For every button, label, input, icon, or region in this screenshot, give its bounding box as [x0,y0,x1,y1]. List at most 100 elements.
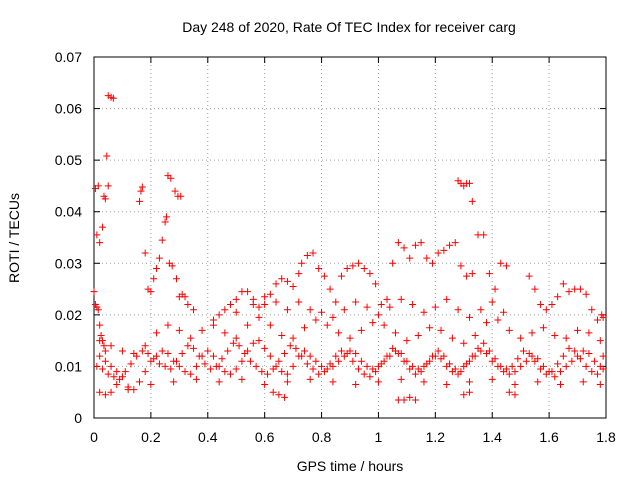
data-point [187,370,195,378]
data-point [175,362,183,370]
data-point [517,362,525,370]
data-point [172,275,180,283]
data-point [542,306,550,314]
data-point [423,254,431,262]
data-point [582,290,590,298]
x-tick-label: 0.2 [141,429,161,445]
data-point [272,298,280,306]
data-point [207,365,215,373]
data-point [281,393,289,401]
data-point [485,347,493,355]
data-point [571,347,579,355]
data-point [255,313,263,321]
data-point [374,378,382,386]
data-point [221,329,229,337]
data-point [428,259,436,267]
data-point [113,380,121,388]
data-point [343,264,351,272]
grid-lines [94,57,606,418]
data-point [443,380,451,388]
data-point [221,306,229,314]
data-point [417,239,425,247]
data-point [283,277,291,285]
data-point [593,316,601,324]
data-point [158,236,166,244]
data-point [465,179,473,187]
data-point [537,365,545,373]
data-point [511,391,519,399]
data-point [104,370,112,378]
data-point [377,360,385,368]
data-point [556,368,564,376]
data-point [372,280,380,288]
data-point [508,362,516,370]
data-point [172,357,180,365]
data-point [258,368,266,376]
data-point [349,262,357,270]
data-point [406,365,414,373]
data-point [326,360,334,368]
data-point [150,275,158,283]
y-tick-label: 0.03 [55,255,82,271]
data-point [411,370,419,378]
data-point [232,308,240,316]
data-point [153,264,161,272]
data-point [505,370,513,378]
data-point [163,213,171,221]
data-point [400,357,408,365]
data-point [511,368,519,376]
data-point [531,285,539,293]
data-point [505,388,513,396]
data-point [215,311,223,319]
data-point [100,342,108,350]
data-point [264,370,272,378]
data-point [562,334,570,342]
data-point [329,313,337,321]
data-point [434,347,442,355]
data-point [417,368,425,376]
data-point [352,380,360,388]
data-point [155,360,163,368]
data-point [460,391,468,399]
data-point [500,308,508,316]
data-point [298,352,306,360]
data-point [349,357,357,365]
data-point [107,362,115,370]
data-point [138,183,146,191]
data-point [244,321,252,329]
data-point [99,365,107,373]
data-point [511,380,519,388]
data-point [229,339,237,347]
data-point [181,293,189,301]
data-point [366,270,374,278]
data-point [428,352,436,360]
data-point [298,259,306,267]
data-point [565,288,573,296]
data-point [147,380,155,388]
x-tick-label: 1.6 [539,429,559,445]
data-point [195,352,203,360]
data-point [474,344,482,352]
data-point [454,306,462,314]
data-point [315,264,323,272]
data-point [99,223,107,231]
data-point [101,391,109,399]
data-point [235,342,243,350]
data-point [93,303,101,311]
data-point [212,362,220,370]
data-point [525,350,533,358]
data-point [309,249,317,257]
data-point [451,239,459,247]
data-point [303,252,311,260]
data-point [238,375,246,383]
data-point [246,357,254,365]
data-point [224,347,232,355]
data-point [283,370,291,378]
data-point [554,360,562,368]
data-point [477,306,485,314]
data-point [363,362,371,370]
x-tick-label: 1 [375,429,383,445]
data-point [559,352,567,360]
data-point [167,365,175,373]
data-point [147,288,155,296]
